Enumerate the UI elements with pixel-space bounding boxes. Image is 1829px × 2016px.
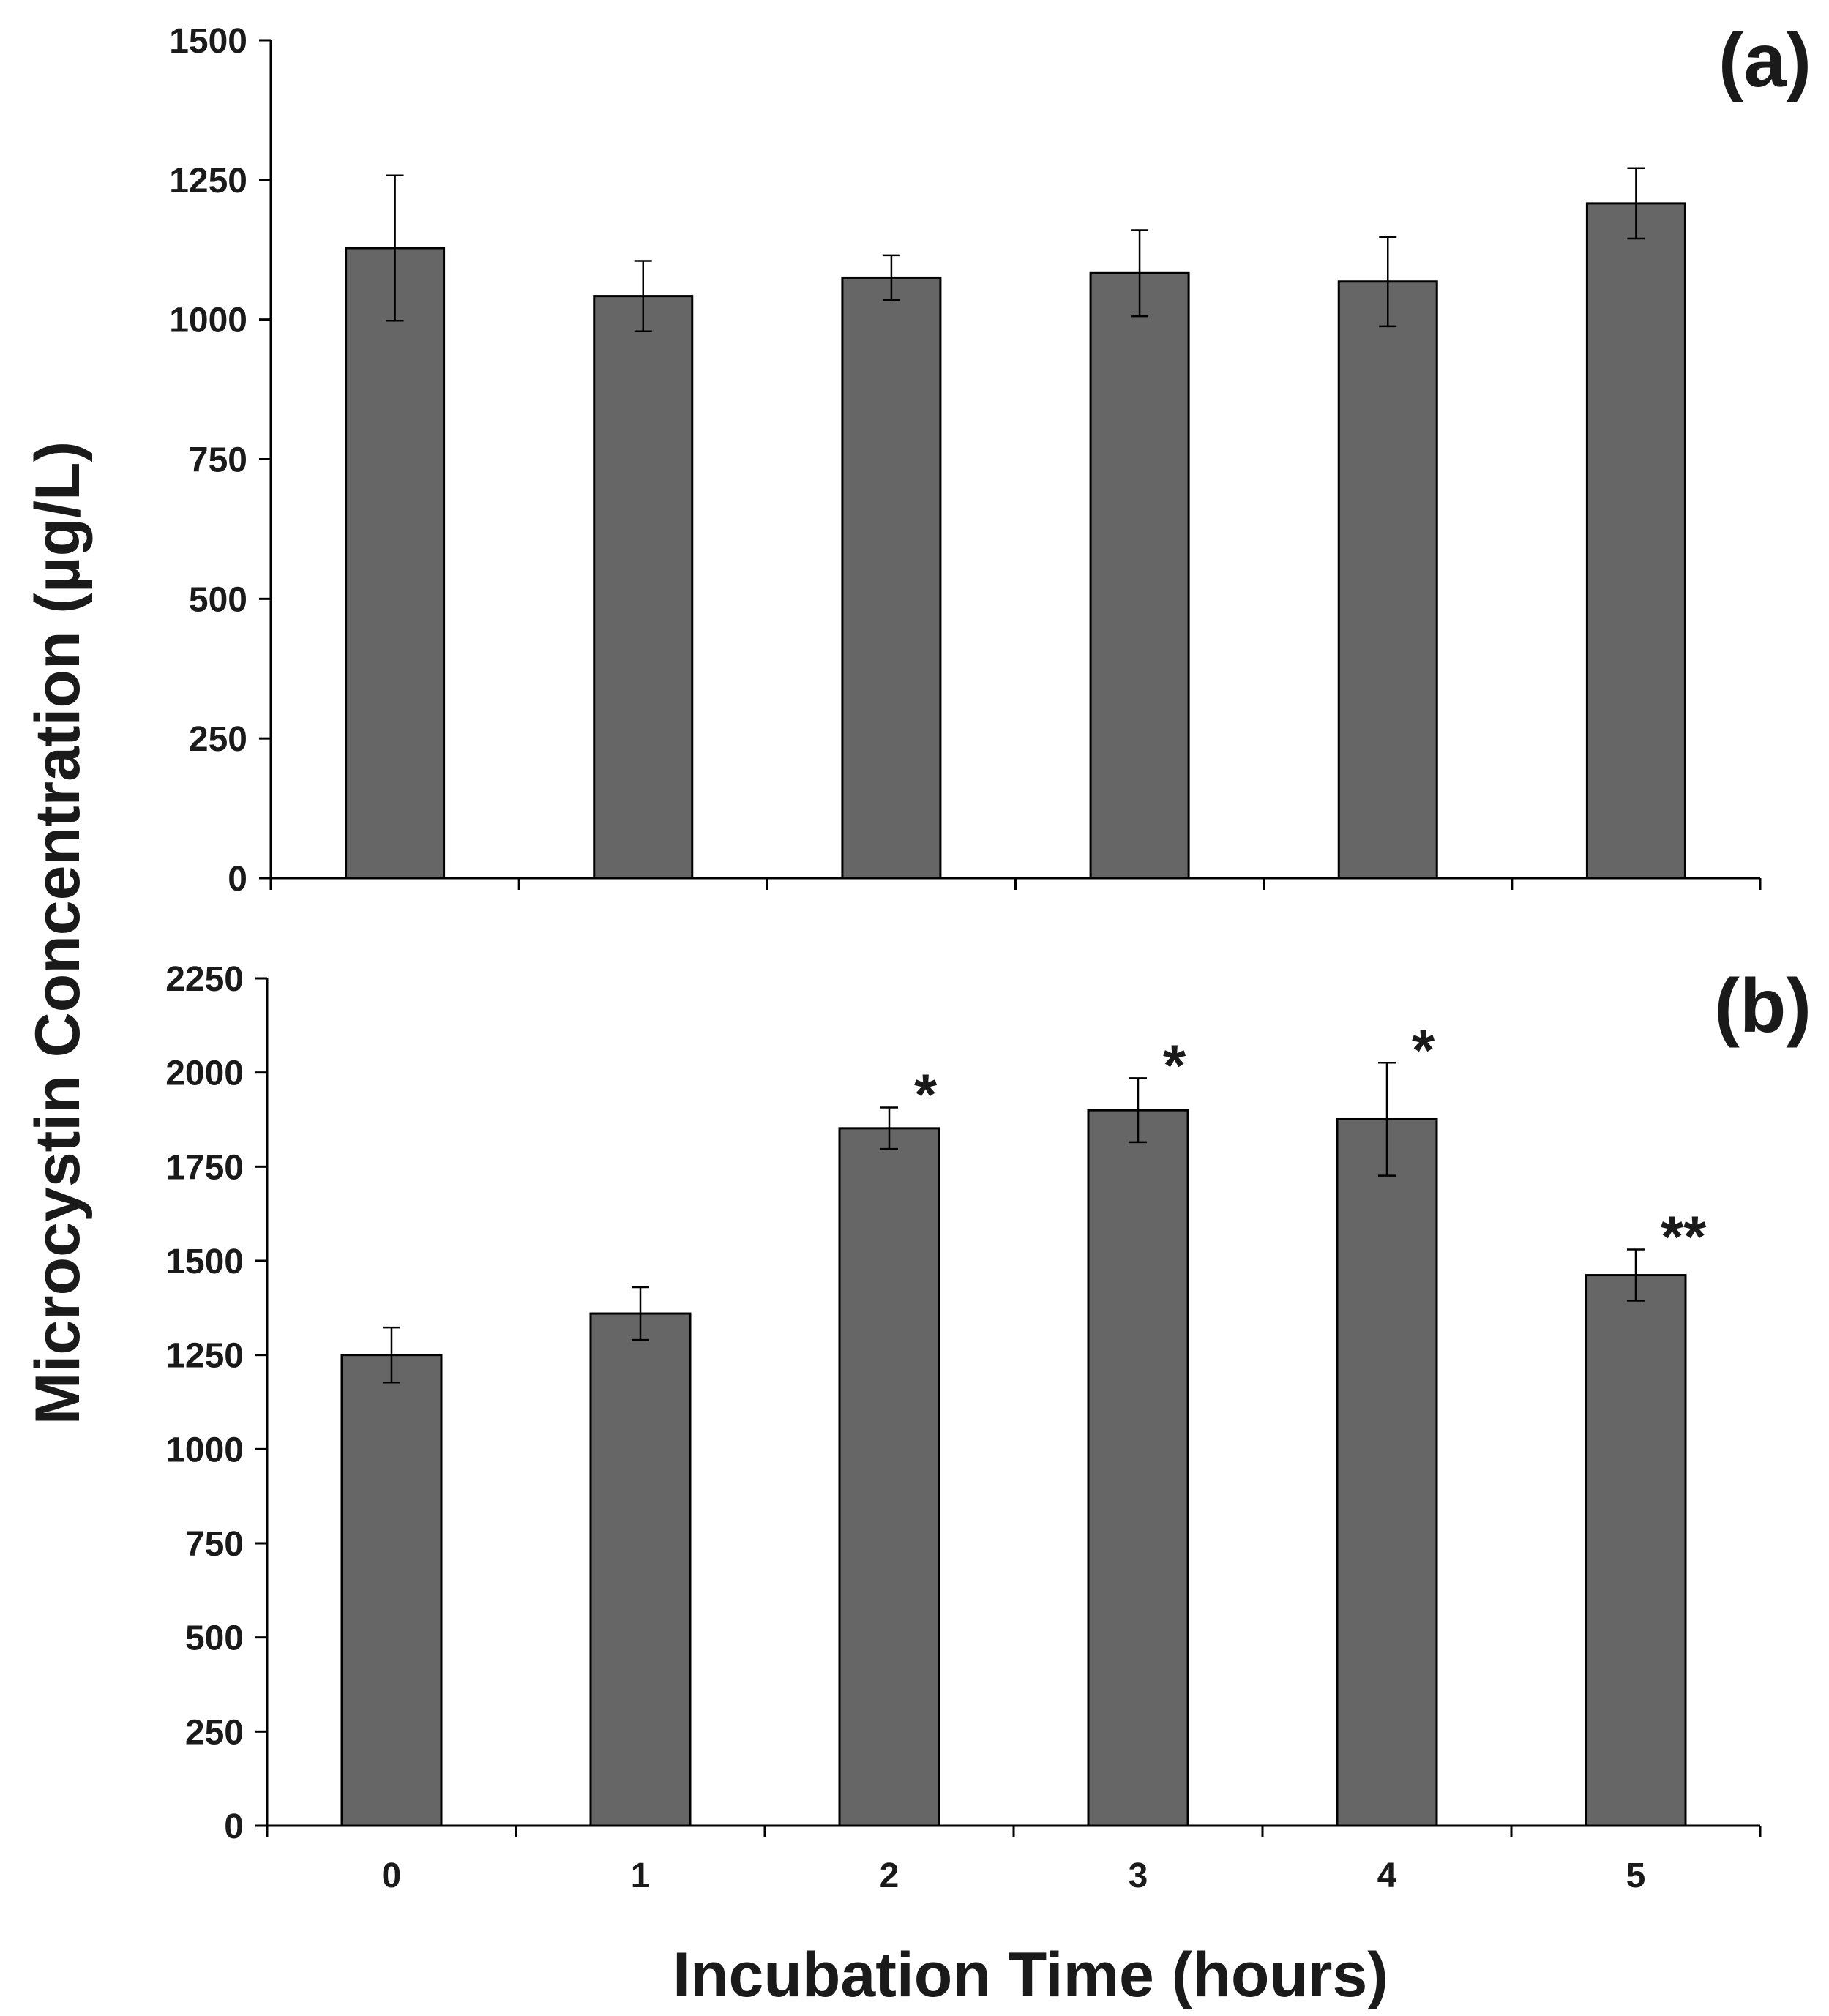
y-tick-label: 750: [185, 1525, 244, 1564]
y-tick-label: 1500: [165, 1243, 244, 1281]
y-axis-title: Microcystin Concentration (µg/L): [23, 441, 93, 1425]
panel-b-chart: 0 250 500 750 1000 1250 1500 1750 2000 2250 0 1 * 2 * 3…: [165, 960, 1762, 1895]
panel-a-label: (a): [1718, 18, 1811, 103]
y-tick-label: 250: [189, 720, 247, 759]
bar-5: [1585, 202, 1686, 880]
y-tick-label: 500: [189, 580, 247, 619]
bar-3: [1089, 271, 1190, 880]
panel-a-chart: 0 250 500 750 1000 1250 1500: [169, 22, 1762, 899]
y-tick-label: 750: [189, 441, 247, 480]
y-tick-label: 1250: [165, 1337, 244, 1376]
x-tick-label: 4: [1377, 1856, 1397, 1895]
y-tick-label: 1000: [169, 301, 247, 340]
significance-marker: *: [1163, 1033, 1186, 1098]
bar-1: [593, 295, 694, 880]
y-tick-label: 2250: [165, 960, 244, 999]
x-tick-label: 2: [880, 1856, 899, 1895]
bar-5: [1585, 1274, 1687, 1827]
y-tick-label: 2000: [165, 1054, 244, 1093]
bar-2: [838, 1127, 940, 1827]
x-tick-label: 0: [382, 1856, 402, 1895]
bar-4: [1337, 280, 1438, 880]
panel-b-label: (b): [1714, 964, 1811, 1049]
y-tick-label: 0: [224, 1807, 244, 1846]
bar-3: [1087, 1109, 1189, 1827]
y-tick-label: 1750: [165, 1148, 244, 1187]
x-axis-title: Incubation Time (hours): [673, 1940, 1388, 2010]
bar-4: [1336, 1117, 1438, 1827]
y-tick-label: 250: [185, 1713, 244, 1752]
bar-1: [589, 1312, 692, 1827]
y-tick-label: 1000: [165, 1431, 244, 1469]
bar-0: [340, 1354, 443, 1827]
y-tick-label: 500: [185, 1619, 244, 1658]
y-tick-label: 1250: [169, 162, 247, 201]
significance-marker: **: [1661, 1204, 1707, 1270]
bar-2: [841, 276, 942, 880]
x-tick-label: 1: [631, 1856, 651, 1895]
y-tick-label: 0: [228, 860, 247, 899]
bar-0: [345, 247, 446, 880]
x-tick-label: 3: [1129, 1856, 1148, 1895]
significance-marker: *: [1412, 1017, 1435, 1082]
y-tick-label: 1500: [169, 22, 247, 61]
x-tick-label: 5: [1626, 1856, 1646, 1895]
significance-marker: *: [914, 1063, 938, 1128]
